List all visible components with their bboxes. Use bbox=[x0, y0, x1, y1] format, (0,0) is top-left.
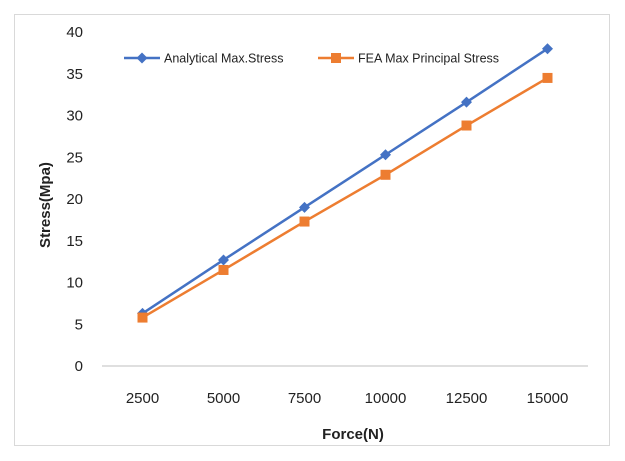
y-tick-label: 20 bbox=[66, 191, 83, 208]
data-point bbox=[461, 120, 472, 131]
x-tick-label: 5000 bbox=[207, 390, 240, 407]
data-point bbox=[218, 254, 229, 266]
y-axis-ticks: 0 5 10 15 20 25 30 35 40 bbox=[66, 24, 83, 375]
legend-marker bbox=[136, 52, 148, 64]
legend-label: FEA Max Principal Stress bbox=[358, 52, 499, 66]
y-tick-label: 15 bbox=[66, 233, 83, 250]
x-tick-label: 12500 bbox=[446, 390, 488, 407]
data-point bbox=[299, 201, 310, 213]
data-point bbox=[461, 96, 472, 108]
legend-marker bbox=[331, 53, 341, 63]
y-axis-title: Stress(Mpa) bbox=[37, 162, 54, 248]
x-tick-label: 2500 bbox=[126, 390, 159, 407]
series-analytical bbox=[137, 43, 553, 319]
series-line bbox=[141, 76, 549, 319]
x-axis-ticks: 2500 5000 7500 10000 12500 15000 bbox=[126, 390, 569, 407]
chart-frame bbox=[14, 14, 610, 446]
x-tick-label: 15000 bbox=[527, 390, 569, 407]
data-point bbox=[137, 312, 148, 323]
y-tick-label: 25 bbox=[66, 149, 83, 166]
data-point bbox=[380, 169, 391, 180]
y-tick-label: 35 bbox=[66, 66, 83, 83]
series-line bbox=[141, 47, 549, 315]
legend-item: FEA Max Principal Stress bbox=[318, 52, 499, 66]
x-axis-title: Force(N) bbox=[322, 426, 384, 443]
x-tick-label: 10000 bbox=[365, 390, 407, 407]
data-point bbox=[299, 216, 310, 227]
legend-item: Analytical Max.Stress bbox=[124, 52, 283, 66]
legend: Analytical Max.Stress FEA Max Principal S… bbox=[124, 52, 499, 66]
y-tick-label: 10 bbox=[66, 275, 83, 292]
y-tick-label: 0 bbox=[75, 358, 83, 375]
legend-label: Analytical Max.Stress bbox=[164, 52, 283, 66]
data-point bbox=[218, 264, 229, 275]
data-point bbox=[380, 149, 391, 161]
data-point bbox=[542, 43, 553, 55]
series-fea bbox=[137, 72, 553, 323]
y-tick-label: 30 bbox=[66, 108, 83, 125]
data-point bbox=[542, 72, 553, 83]
x-tick-label: 7500 bbox=[288, 390, 321, 407]
y-tick-label: 5 bbox=[75, 316, 83, 333]
series-layer bbox=[137, 43, 553, 323]
y-tick-label: 40 bbox=[66, 24, 83, 41]
